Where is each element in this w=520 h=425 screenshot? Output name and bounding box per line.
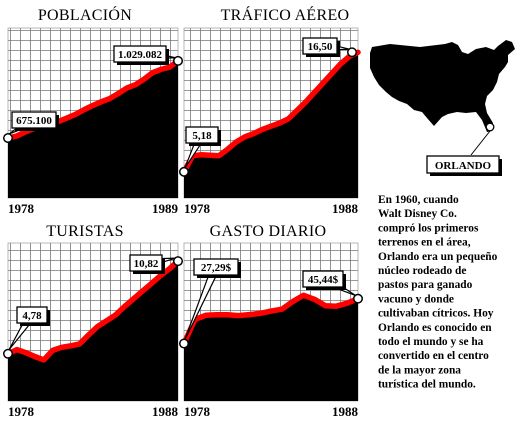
end-value-label: 10,82 (134, 258, 159, 270)
orlando-label: ORLANDO (435, 160, 492, 172)
x-start-label: 1978 (184, 201, 211, 216)
caption-line: Orlando era un pequeño (378, 251, 498, 263)
x-end-label: 1988 (332, 201, 359, 216)
chart-title: GASTO DIARIO (210, 223, 327, 240)
end-value-label: 16,50 (308, 41, 333, 53)
end-value-label: 45,44$ (308, 274, 339, 286)
chart-area (184, 52, 358, 198)
end-value-box (129, 254, 163, 272)
chart-line (181, 49, 361, 175)
caption-line: En 1960, cuando (378, 194, 459, 206)
start-point-top (3, 133, 13, 143)
start-value-label: 675.100 (16, 115, 52, 127)
caption-line: terrenos en el área, (378, 237, 471, 249)
end-point-top (353, 293, 363, 304)
end-value-box (302, 270, 344, 288)
start-value-box (185, 126, 219, 144)
x-start-label: 1978 (8, 201, 35, 216)
x-start-label: 1978 (8, 404, 35, 419)
caption-line: todo el mundo y se ha (378, 336, 484, 348)
orlando-marker (485, 122, 495, 132)
chart-area (184, 295, 358, 401)
caption-line: convertido en el centro (378, 350, 489, 362)
caption-line: núcleo rodeado de (378, 265, 466, 277)
caption-line: vacuno y donde (378, 293, 454, 305)
x-end-label: 1989 (152, 201, 179, 216)
x-end-label: 1988 (152, 404, 179, 419)
start-value-box (193, 258, 239, 276)
x-start-label: 1978 (184, 404, 211, 419)
end-value-box (113, 45, 167, 63)
end-point-top (173, 256, 183, 267)
end-value-label: 1.029.082 (118, 49, 163, 61)
caption-line: turística del mundo. (378, 379, 476, 391)
chart-poblacion: POBLACIÓN 675.100 1.029.082 1978 1989 (3, 5, 183, 216)
usa-silhouette (370, 40, 515, 132)
chart-title: TURISTAS (46, 223, 124, 240)
orlando-label-box (426, 155, 500, 174)
start-point-top (3, 348, 13, 359)
end-value-box (302, 37, 338, 55)
start-value-label: 27,29$ (201, 262, 232, 274)
caption-line: Walt Disney Co. (378, 208, 457, 220)
end-point-top (347, 47, 357, 58)
start-value-label: 4,78 (22, 310, 42, 322)
caption-line: compró los primeros (378, 222, 479, 234)
chart-area (8, 60, 178, 199)
end-point-top (173, 55, 183, 66)
chart-line (181, 292, 361, 347)
start-value-label: 5,18 (192, 130, 212, 142)
chart-gasto-diario: GASTO DIARIO 27,29$ 45,44$ 1978 1988 (179, 223, 363, 419)
chart-trafico-aereo: TRÁFICO AÉREO 5,18 16,50 1978 1988 (179, 5, 361, 216)
x-end-label: 1988 (332, 404, 359, 419)
chart-turistas: TURISTAS 4,78 10,82 1978 1988 (3, 223, 183, 419)
orlando-leader (470, 130, 491, 156)
caption-line: cultivaban cítricos. Hoy (378, 308, 494, 320)
caption-line: Orlando es conocido en (378, 322, 492, 334)
usa-map: ORLANDO (370, 40, 515, 176)
caption-line: de la mayor zona (378, 364, 461, 376)
chart-line (5, 258, 181, 363)
chart-title: TRÁFICO AÉREO (221, 5, 350, 24)
start-value-box (16, 306, 48, 324)
caption-line: pastos para ganado (378, 279, 473, 291)
caption: En 1960, cuando Walt Disney Co. compró los… (378, 194, 498, 391)
chart-title: POBLACIÓN (38, 5, 132, 24)
start-value-box (11, 111, 57, 129)
start-point-top (179, 338, 189, 349)
start-point-top (179, 166, 189, 177)
